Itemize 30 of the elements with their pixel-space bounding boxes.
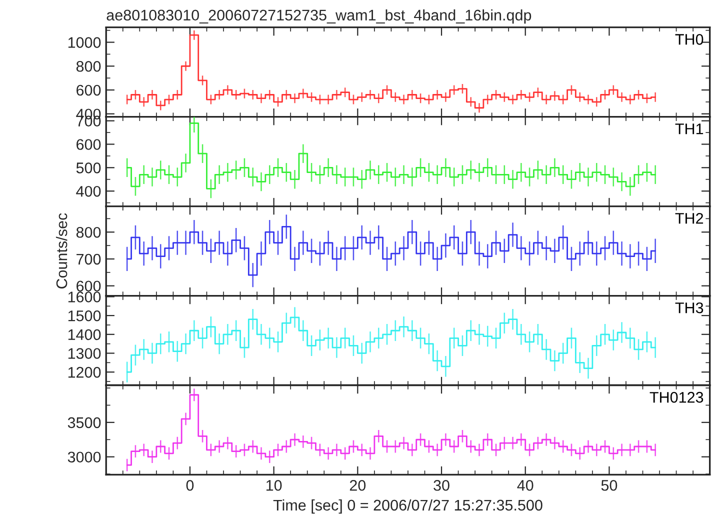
y-tick-label: 400 bbox=[76, 186, 101, 197]
y-axis-title: Counts/sec bbox=[56, 213, 68, 288]
text: TH3 bbox=[675, 302, 704, 314]
y-tick-label: 500 bbox=[76, 162, 101, 174]
chart-title: ae801083010_20060727152735_wam1_bst_4band_16bin.qdp bbox=[106, 9, 532, 24]
y-tick-label: 600 bbox=[76, 84, 101, 96]
text: TH1 bbox=[675, 124, 704, 134]
y-tick-label: 1000 bbox=[68, 37, 101, 48]
y-tick-label: 1300 bbox=[68, 348, 101, 359]
text: TH2 bbox=[675, 212, 704, 224]
x-axis-title: Time [sec] 0 = 2006/07/27 15:27:35.500 bbox=[273, 499, 542, 514]
x-tick-label: 30 bbox=[434, 480, 450, 491]
x-tick-label: 50 bbox=[601, 480, 618, 491]
y-tick-label: 1500 bbox=[68, 310, 101, 322]
x-tick-label: 10 bbox=[266, 480, 282, 491]
text: TH0 bbox=[675, 34, 704, 45]
y-tick-label: 1600 bbox=[68, 292, 101, 302]
x-tick-label: 20 bbox=[350, 480, 366, 491]
x-tick-label: 0 bbox=[186, 480, 194, 491]
y-tick-label: 800 bbox=[76, 60, 101, 72]
y-tick-label: 3500 bbox=[68, 417, 101, 428]
y-tick-label: 600 bbox=[76, 139, 101, 150]
y-tick-label: 1200 bbox=[68, 366, 101, 378]
text: TH0123 bbox=[650, 392, 704, 403]
x-tick-label: 40 bbox=[517, 480, 534, 491]
y-tick-label: 600 bbox=[76, 280, 101, 292]
y-tick-label: 800 bbox=[76, 226, 101, 238]
y-tick-label: 700 bbox=[76, 254, 101, 265]
y-tick-label: 1400 bbox=[68, 329, 101, 340]
y-tick-label: 3000 bbox=[68, 452, 101, 463]
